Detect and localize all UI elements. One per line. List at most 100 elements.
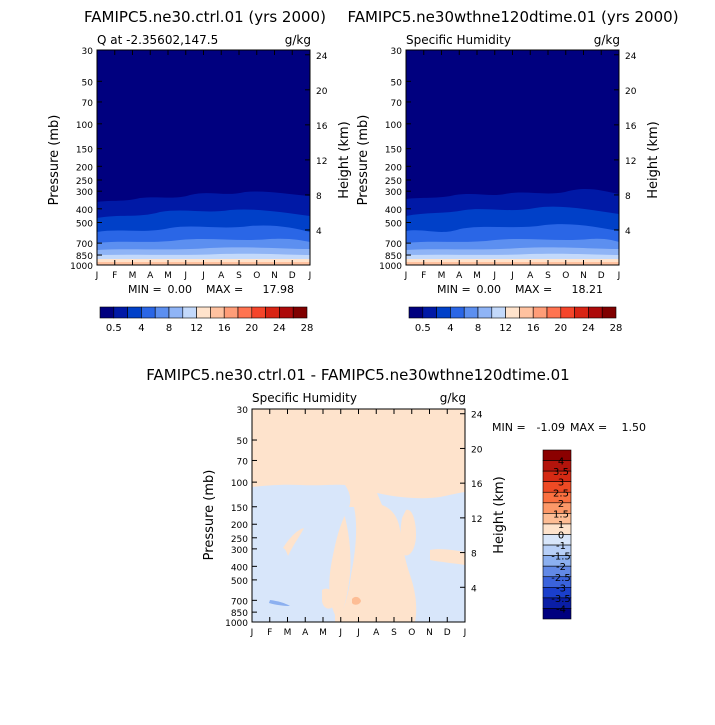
height-tick-label: 16 <box>625 122 637 132</box>
colorbar-swatch <box>546 306 562 319</box>
panel-diff-max-label: MAX = <box>570 421 607 434</box>
month-tick-label: D <box>598 271 605 281</box>
colorbar-label: 0.5 <box>106 323 122 334</box>
colorbar-swatch <box>196 306 211 319</box>
height-tick-label: 12 <box>471 515 482 525</box>
pressure-tick-label: 200 <box>76 163 93 173</box>
colorbar-label: 16 <box>527 323 540 334</box>
colorbar-label: 20 <box>245 323 258 334</box>
height-tick-label: 8 <box>625 192 631 202</box>
panel-diff-height-axis: 24 20 16 12 8 4 <box>460 411 483 594</box>
month-tick-label: A <box>456 271 463 281</box>
month-tick-label: J <box>250 628 254 638</box>
colorbar-label: -1.5 <box>551 552 571 563</box>
pressure-tick-label: 300 <box>385 188 402 198</box>
colorbar-label: -3.5 <box>551 594 571 605</box>
panel-ctrl-min-value: 0.00 <box>168 283 193 296</box>
colorbar-swatch <box>542 608 572 620</box>
month-tick-label: A <box>147 271 154 281</box>
colorbar-label: 1.5 <box>553 509 569 520</box>
panel-ctrl-ylabel-left: Pressure (mb) <box>47 115 62 206</box>
colorbar-swatch <box>532 306 548 319</box>
month-tick-label: O <box>253 271 260 281</box>
height-tick-label: 20 <box>471 445 483 455</box>
colorbar-label: -3 <box>556 583 566 594</box>
colorbar-swatch <box>99 306 115 319</box>
month-tick-label: M <box>319 628 327 638</box>
month-tick-label: M <box>164 271 172 281</box>
pressure-tick-label: 850 <box>231 609 248 619</box>
colorbar-swatch <box>113 306 128 319</box>
pressure-tick-label: 200 <box>385 163 402 173</box>
month-tick-label: J <box>404 271 408 281</box>
pressure-tick-label: 70 <box>391 99 403 109</box>
height-tick-label: 16 <box>471 480 483 490</box>
panel-diff-colorbar: 43.532.521.510-1-1.5-2-2.5-3-3.5-4 <box>542 449 572 620</box>
colorbar-swatch <box>477 306 493 319</box>
height-tick-label: 12 <box>316 157 327 167</box>
panel-ctrl-ylabel-right: Height (km) <box>337 121 352 198</box>
colorbar-label: 0 <box>558 531 564 542</box>
colorbar-label: -2 <box>556 562 566 573</box>
month-tick-label: J <box>617 271 621 281</box>
panel-ctrl-height-axis: 24 20 16 12 8 4 <box>305 52 328 237</box>
panel-test-max-label: MAX = <box>515 283 552 296</box>
pressure-tick-label: 700 <box>231 597 248 607</box>
colorbar-swatch <box>265 306 280 319</box>
height-tick-label: 4 <box>471 584 477 594</box>
month-tick-label: J <box>183 271 187 281</box>
pressure-tick-label: 30 <box>82 47 94 57</box>
pressure-tick-label: 70 <box>82 99 94 109</box>
pressure-tick-label: 500 <box>385 220 402 230</box>
pressure-tick-label: 1000 <box>225 619 248 629</box>
colorbar-label: 28 <box>301 323 314 334</box>
month-tick-label: M <box>284 628 292 638</box>
pressure-tick-label: 100 <box>385 121 402 131</box>
colorbar-swatch <box>223 306 239 319</box>
pressure-tick-label: 100 <box>231 479 248 489</box>
month-tick-label: N <box>580 271 587 281</box>
pressure-tick-label: 250 <box>76 177 93 187</box>
colorbar-swatch <box>292 306 308 319</box>
colorbar-label: 28 <box>610 323 623 334</box>
pressure-tick-label: 250 <box>385 177 402 187</box>
panel-ctrl-min-label: MIN = <box>128 283 162 296</box>
month-tick-label: A <box>302 628 309 638</box>
colorbar-swatch <box>463 306 479 319</box>
month-tick-label: J <box>510 271 514 281</box>
month-tick-label: J <box>308 271 312 281</box>
pressure-tick-label: 50 <box>237 437 249 447</box>
pressure-tick-label: 50 <box>391 78 403 88</box>
pressure-tick-label: 1000 <box>70 262 93 272</box>
month-tick-label: O <box>562 271 569 281</box>
colorbar-label: 24 <box>582 323 595 334</box>
pressure-tick-label: 500 <box>76 220 93 230</box>
colorbar-label: 2.5 <box>553 488 569 499</box>
colorbar-swatch <box>154 306 170 319</box>
colorbar-swatch <box>450 306 465 319</box>
month-tick-label: F <box>421 271 426 281</box>
month-tick-label: F <box>267 628 272 638</box>
panel-diff-field <box>252 409 465 622</box>
pressure-tick-label: 70 <box>237 457 249 467</box>
panel-test-ylabel-left: Pressure (mb) <box>356 115 371 206</box>
colorbar-swatch <box>505 306 520 319</box>
colorbar-swatch <box>182 306 197 319</box>
colorbar-swatch <box>560 306 575 319</box>
colorbar-label: 4 <box>447 323 453 334</box>
pressure-tick-label: 300 <box>231 546 248 556</box>
pressure-tick-label: 30 <box>237 406 249 416</box>
month-tick-label: O <box>408 628 415 638</box>
colorbar-swatch <box>141 306 156 319</box>
month-tick-label: J <box>463 628 467 638</box>
pressure-tick-label: 500 <box>231 577 248 587</box>
pressure-tick-label: 100 <box>76 121 93 131</box>
panel-ctrl-title: FAMIPC5.ne30.ctrl.01 (yrs 2000) <box>84 8 326 26</box>
height-tick-label: 24 <box>625 52 637 62</box>
panel-diff-title: FAMIPC5.ne30.ctrl.01 - FAMIPC5.ne30wthne… <box>146 366 569 384</box>
pressure-tick-label: 400 <box>385 206 402 216</box>
